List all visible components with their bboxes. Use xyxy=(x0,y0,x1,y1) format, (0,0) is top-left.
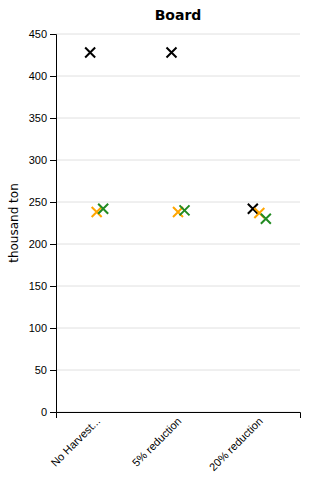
y-axis: 0 50 100 150 200 250 300 350 400 450 xyxy=(29,28,57,418)
grid-line xyxy=(56,202,300,203)
point xyxy=(180,205,190,215)
y-tick: 250 xyxy=(29,196,56,208)
x-tick-label: 5% reduction xyxy=(130,415,184,469)
y-tick-mark xyxy=(50,118,56,119)
grid-line xyxy=(56,76,300,77)
grid xyxy=(56,34,300,412)
y-tick-mark xyxy=(50,160,56,161)
x-tick: No Harvest... xyxy=(48,415,102,469)
y-axis-title: thousand ton xyxy=(7,183,21,263)
y-tick-label: 350 xyxy=(29,112,47,124)
x-axis: No Harvest... 5% reduction 20% reduction xyxy=(48,413,300,474)
y-tick: 200 xyxy=(29,238,56,250)
y-tick: 350 xyxy=(29,112,56,124)
y-tick-mark xyxy=(50,202,56,203)
y-tick-label: 450 xyxy=(29,28,47,40)
marks xyxy=(85,47,271,223)
y-tick-label: 200 xyxy=(29,238,47,250)
y-tick: 300 xyxy=(29,154,56,166)
point xyxy=(166,47,176,57)
grid-line xyxy=(56,370,300,371)
y-tick-mark xyxy=(50,412,56,413)
series xyxy=(85,47,258,213)
chart: 0 50 100 150 200 250 300 350 400 450 No Harvest...… xyxy=(0,0,312,500)
y-tick: 50 xyxy=(35,364,56,376)
y-tick: 450 xyxy=(29,28,56,40)
point xyxy=(85,47,95,57)
y-tick-mark xyxy=(50,328,56,329)
x-tick-label: 20% reduction xyxy=(207,415,265,473)
y-tick: 150 xyxy=(29,280,56,292)
y-tick-label: 400 xyxy=(29,70,47,82)
y-tick-mark xyxy=(50,286,56,287)
y-tick: 400 xyxy=(29,70,56,82)
plot: 0 50 100 150 200 250 300 350 400 450 No Harvest...… xyxy=(29,28,301,473)
y-tick: 0 xyxy=(41,406,56,418)
grid-line xyxy=(56,244,300,245)
grid-line xyxy=(56,118,300,119)
y-tick-label: 150 xyxy=(29,280,47,292)
x-tick: 20% reduction xyxy=(207,415,265,473)
y-tick-mark xyxy=(50,244,56,245)
y-tick-label: 50 xyxy=(35,364,47,376)
y-tick-mark xyxy=(50,34,56,35)
y-tick-label: 300 xyxy=(29,154,47,166)
y-tick-label: 250 xyxy=(29,196,47,208)
grid-line xyxy=(56,286,300,287)
y-axis-line xyxy=(50,35,57,413)
x-tick-label: No Harvest... xyxy=(48,415,102,469)
grid-line xyxy=(56,34,300,35)
y-tick: 100 xyxy=(29,322,56,334)
y-tick-label: 100 xyxy=(29,322,47,334)
x-tick: 5% reduction xyxy=(130,415,184,469)
series xyxy=(98,204,271,224)
title: Board xyxy=(155,7,202,23)
grid-line xyxy=(56,160,300,161)
y-tick-label: 0 xyxy=(41,406,47,418)
y-tick-mark xyxy=(50,76,56,77)
y-tick-mark xyxy=(50,370,56,371)
series xyxy=(92,207,265,218)
grid-line xyxy=(56,328,300,329)
point xyxy=(98,204,108,214)
point xyxy=(261,214,271,224)
